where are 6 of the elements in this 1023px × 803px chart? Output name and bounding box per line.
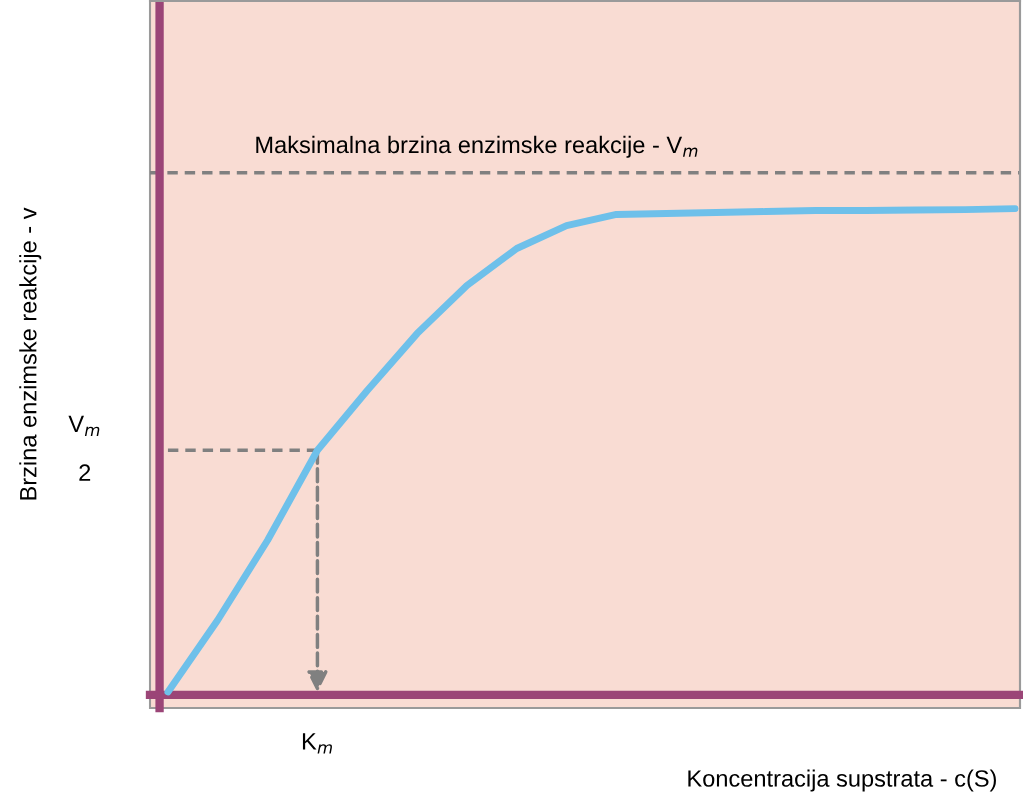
text: K$_{m}$ bbox=[302, 733, 332, 754]
ref-line-label: Maksimalna brzina enzimske reakcije - V$_{m}$ bbox=[256, 135, 698, 158]
text: 2 bbox=[79, 464, 91, 481]
text: V$_{m}$ bbox=[68, 415, 100, 436]
x-axis-title: Koncentracija supstrata - c(S) bbox=[688, 769, 996, 792]
y-axis-title: Brzina enzimske reakcije - v bbox=[19, 207, 42, 500]
